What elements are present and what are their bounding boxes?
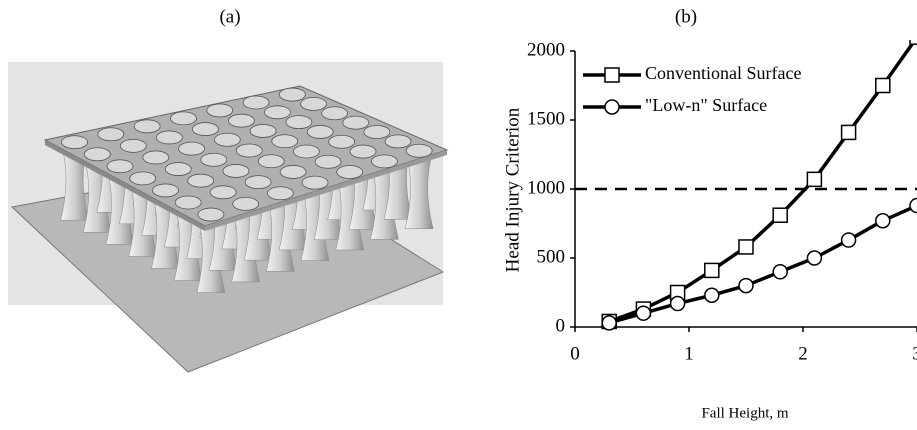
hole <box>201 153 227 166</box>
hole <box>207 104 233 117</box>
marker <box>739 240 753 254</box>
hole <box>236 144 262 157</box>
hole <box>188 174 214 187</box>
hole <box>371 155 397 168</box>
marker <box>773 208 787 222</box>
legend-marker <box>605 68 619 82</box>
x-tick-label: 1 <box>684 343 694 364</box>
hole <box>364 126 390 139</box>
hole <box>302 176 328 189</box>
hole <box>272 135 298 148</box>
marker <box>671 297 685 311</box>
marker <box>842 125 856 139</box>
marker <box>636 306 650 320</box>
hole <box>198 208 224 221</box>
chart-title: (b) <box>675 6 697 27</box>
hole <box>245 176 271 189</box>
marker <box>705 263 719 277</box>
hole <box>350 145 376 158</box>
y-axis-label: Head Injury Criterion <box>502 107 523 272</box>
legend-label: "Low-n" Surface <box>645 95 767 115</box>
x-tick-label: 2 <box>798 343 808 364</box>
hole <box>214 133 240 146</box>
figure: (a) (b) Fall Height, m Head Injury Crite… <box>0 0 917 430</box>
hole <box>170 112 196 125</box>
marker <box>773 265 787 279</box>
marker <box>602 316 616 330</box>
series-line <box>609 206 917 323</box>
hole <box>228 114 254 127</box>
hole <box>130 172 156 185</box>
hole <box>165 163 191 176</box>
x-tick-label: 3 <box>912 343 917 364</box>
hole <box>322 107 348 120</box>
hole <box>300 97 326 110</box>
hole <box>385 135 411 148</box>
marker <box>876 79 890 93</box>
hole <box>329 135 355 148</box>
hole <box>343 116 369 129</box>
hole <box>143 151 169 164</box>
y-tick-label: 1000 <box>527 177 565 198</box>
hole <box>156 131 182 144</box>
y-tick-label: 1500 <box>527 108 565 129</box>
marker <box>910 30 917 44</box>
marker <box>876 214 890 228</box>
legend-marker <box>605 100 619 114</box>
hole <box>120 139 146 152</box>
hole <box>107 160 133 173</box>
x-tick-label: 0 <box>570 343 580 364</box>
hole <box>315 155 341 168</box>
hole <box>264 106 290 119</box>
hole <box>84 148 110 161</box>
marker <box>807 251 821 265</box>
hole <box>250 124 276 137</box>
hole <box>210 186 236 199</box>
hole <box>267 187 293 200</box>
hole <box>286 116 312 129</box>
marker <box>705 288 719 302</box>
marker <box>910 199 917 213</box>
surface-rendering <box>8 62 447 372</box>
hole <box>134 120 160 133</box>
hole <box>192 123 218 136</box>
hole <box>179 142 205 155</box>
hole <box>175 196 201 209</box>
x-axis-label: Fall Height, m <box>701 405 788 421</box>
marker <box>842 233 856 247</box>
hole <box>62 136 88 149</box>
y-tick-label: 2000 <box>527 39 565 60</box>
marker <box>807 172 821 186</box>
hole <box>258 155 284 168</box>
hole <box>243 96 269 109</box>
hole <box>279 88 305 101</box>
legend-label: Conventional Surface <box>645 63 801 83</box>
hole <box>293 145 319 158</box>
hole <box>152 184 178 197</box>
hole <box>337 166 363 179</box>
y-tick-label: 500 <box>537 246 566 267</box>
hole <box>280 165 306 178</box>
y-tick-label: 0 <box>556 315 566 336</box>
hole <box>233 197 259 210</box>
hole <box>307 125 333 138</box>
hole <box>223 164 249 177</box>
hole <box>406 144 432 157</box>
panel-label: (a) <box>219 6 240 27</box>
marker <box>739 279 753 293</box>
hole <box>98 128 124 141</box>
